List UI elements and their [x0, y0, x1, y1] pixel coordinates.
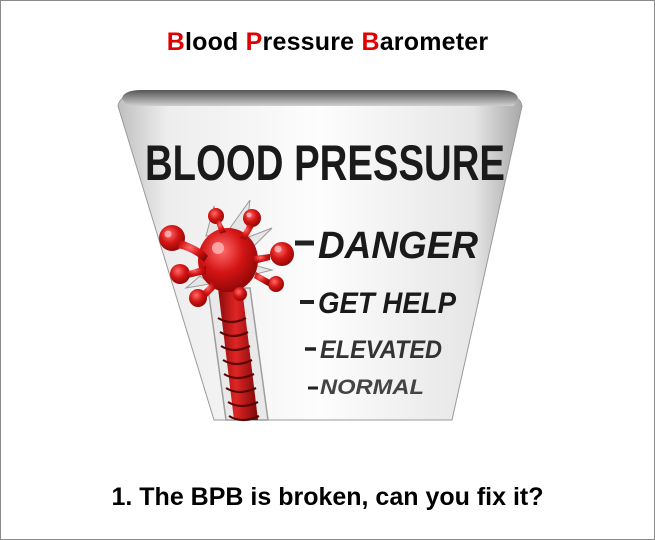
title-cap-2: P	[245, 28, 263, 56]
level-label-get-help: GET HELP	[318, 287, 457, 320]
title-cap-3: B	[361, 28, 380, 56]
mercury-highlights	[164, 212, 282, 254]
gauge-heading: BLOOD PRESSURE	[145, 135, 505, 191]
level-label-danger: DANGER	[318, 225, 479, 267]
mercury-burst	[159, 208, 294, 307]
level-label-normal: NORMAL	[320, 376, 424, 399]
question-text: 1. The BPB is broken, can you fix it?	[111, 483, 544, 511]
title-rest-2: ressure	[262, 28, 362, 56]
title-rest-1: lood	[184, 28, 246, 56]
gauge-svg: BLOOD PRESSURE DANGER GET HELP ELEVATED …	[117, 90, 523, 422]
gauge-rim	[122, 90, 518, 106]
page-title: Blood Pressure Barometer	[0, 28, 655, 57]
title-rest-3: arometer	[379, 28, 489, 56]
title-cap-1: B	[166, 28, 185, 56]
mercury-ridges	[217, 317, 260, 422]
level-label-elevated: ELEVATED	[320, 336, 442, 364]
blood-pressure-gauge-illustration: BLOOD PRESSURE DANGER GET HELP ELEVATED …	[100, 88, 540, 428]
